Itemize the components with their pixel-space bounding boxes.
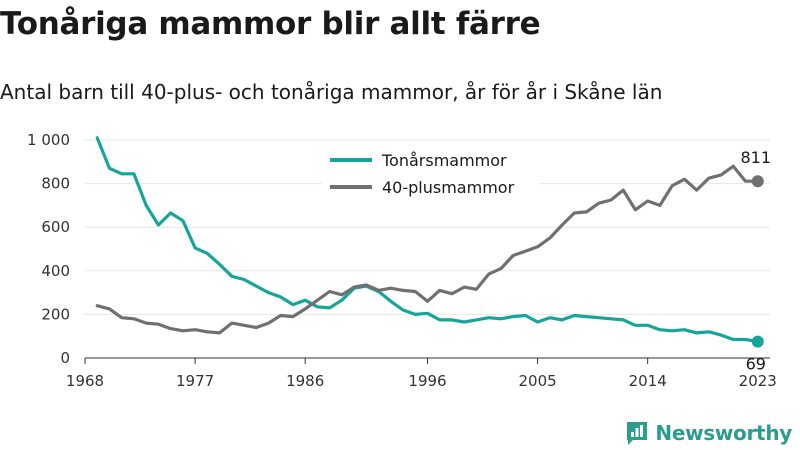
series-line-0: [95, 136, 760, 344]
x-tick-label: 2023: [739, 372, 777, 390]
x-tick-label: 2014: [629, 372, 667, 390]
x-tick-label: 1968: [66, 372, 104, 390]
y-tick-label: 800: [41, 175, 70, 193]
x-tick-label: 1986: [286, 372, 324, 390]
end-value-label-1: 811: [740, 148, 771, 167]
series-line-1: [95, 164, 760, 335]
chart-title: Tonåriga mammor blir allt färre: [0, 6, 541, 42]
chart-subtitle: Antal barn till 40-plus- och tonåriga ma…: [0, 80, 663, 104]
y-tick-label: 0: [60, 349, 70, 367]
x-tick-label: 2005: [518, 372, 556, 390]
newsworthy-logo-icon: [627, 422, 648, 445]
series-end-point-0: [751, 335, 764, 348]
y-tick-label: 200: [41, 305, 70, 323]
legend-label-1: 40-plusmammor: [382, 178, 515, 197]
x-tick-label: 1977: [176, 372, 214, 390]
legend: Tonårsmammor 40-plusmammor: [322, 144, 540, 202]
legend-background: [322, 144, 540, 202]
y-tick-label: 1 000: [27, 131, 70, 149]
brand-name: Newsworthy: [655, 421, 792, 445]
series-layer: [95, 136, 764, 348]
end-labels: 69 811: [740, 148, 771, 373]
y-tick-label: 600: [41, 218, 70, 236]
legend-label-0: Tonårsmammor: [381, 151, 507, 170]
newsworthy-logo: Newsworthy: [625, 420, 792, 446]
series-end-point-1: [751, 175, 764, 188]
end-value-label-0: 69: [746, 355, 766, 374]
axis-layer: 0 200 400 600 800 1 000 1968 1977 1986 1996 2005 20…: [27, 131, 777, 390]
x-tick-label: 1996: [408, 372, 446, 390]
y-tick-label: 400: [41, 262, 70, 280]
